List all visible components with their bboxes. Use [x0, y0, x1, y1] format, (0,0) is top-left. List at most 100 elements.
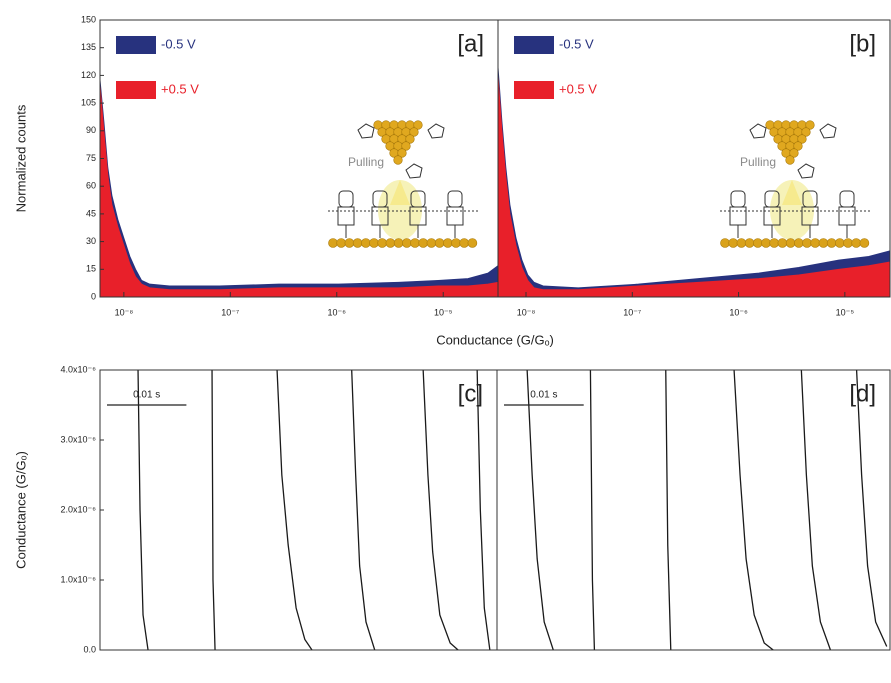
inset-atom	[426, 238, 437, 248]
y-tick-label: 15	[86, 264, 96, 274]
plot	[498, 66, 890, 297]
inset-atom	[451, 238, 461, 248]
plot	[100, 79, 498, 297]
scale-bar-label: 0.01 s	[133, 390, 160, 401]
inset-atom	[434, 238, 445, 248]
inset-arrow	[390, 180, 410, 205]
x-tick-label: 10⁻⁶	[729, 307, 748, 317]
inset-atom	[793, 141, 803, 151]
inset-atom	[405, 134, 415, 144]
inset-molecule	[337, 206, 355, 226]
plot-frame	[496, 369, 891, 651]
panel-label: [a]	[457, 30, 484, 57]
inset-atom	[418, 238, 429, 248]
y-tick-label: 120	[81, 70, 96, 80]
inset-molecule	[372, 190, 388, 208]
y-tick-label: 150	[81, 14, 96, 24]
inset-ligand	[749, 123, 767, 139]
plot	[526, 370, 888, 650]
inset-atom	[859, 238, 870, 248]
legend-label: -0.5 V	[559, 36, 594, 51]
area	[100, 79, 498, 297]
trace	[526, 370, 888, 650]
y-tick-label: 105	[81, 97, 96, 107]
inset-atom	[467, 238, 478, 248]
y-tick-label: 0.0	[83, 644, 96, 654]
legend-swatch	[514, 36, 554, 54]
panel-label: [d]	[849, 380, 876, 407]
inset-atom	[777, 238, 788, 248]
y-tick-label: 4.0x10⁻⁶	[61, 364, 97, 374]
inset-atom	[442, 238, 453, 248]
inset-atom	[834, 238, 845, 248]
plot-frame	[99, 19, 499, 298]
area	[498, 75, 890, 297]
y-tick-label: 0	[91, 291, 96, 301]
inset-atom	[797, 134, 807, 144]
inset-atom	[459, 238, 470, 248]
inset-atom	[410, 238, 420, 248]
inset-atom	[818, 238, 829, 248]
inset-atom	[728, 238, 739, 248]
panel-label: [b]	[849, 30, 876, 57]
inset-atom	[377, 238, 388, 248]
inset-ligand	[405, 163, 423, 179]
inset-atom	[344, 238, 355, 248]
area	[498, 66, 890, 297]
inset-atom	[409, 127, 419, 137]
inset-molecule	[446, 206, 464, 226]
inset-atom	[393, 238, 404, 248]
inset-atom	[397, 148, 407, 158]
legend-swatch	[116, 81, 156, 99]
y-tick-label: 2.0x10⁻⁶	[61, 504, 97, 514]
inset-atom	[336, 238, 347, 248]
inset-ligand	[427, 123, 445, 139]
inset-atom	[769, 238, 780, 248]
inset-label: Pulling	[348, 155, 384, 169]
inset-atom	[393, 155, 403, 165]
y-tick-label: 45	[86, 208, 96, 218]
x-tick-label: 10⁻⁷	[623, 307, 641, 317]
y-axis-label: Normalized counts	[13, 104, 28, 212]
y-axis-label: Conductance (G/Gₒ)	[13, 451, 28, 569]
y-tick-label: 60	[86, 181, 96, 191]
inset-molecule	[730, 190, 746, 208]
legend-label: +0.5 V	[559, 81, 597, 96]
inset-atom	[352, 238, 363, 248]
inset-atom	[752, 238, 763, 248]
y-tick-label: 90	[86, 125, 96, 135]
y-tick-label: 30	[86, 236, 96, 246]
legend-swatch	[514, 81, 554, 99]
inset-atom	[826, 238, 837, 248]
y-tick-label: 1.0x10⁻⁶	[61, 574, 97, 584]
inset-molecule	[447, 190, 463, 208]
inset-atom	[401, 141, 411, 151]
inset-molecule	[338, 190, 354, 208]
legend-swatch	[116, 36, 156, 54]
inset-molecule	[410, 190, 426, 208]
x-tick-label: 10⁻⁶	[328, 307, 347, 317]
inset-label: Pulling	[740, 155, 776, 169]
inset-ligand	[819, 123, 837, 139]
inset-atom	[401, 238, 412, 248]
inset-ligand	[797, 163, 815, 179]
inset-atom	[785, 155, 795, 165]
inset-atom	[793, 238, 804, 248]
inset-atom	[369, 238, 379, 248]
inset-atom	[761, 238, 771, 248]
x-tick-label: 10⁻⁸	[115, 307, 134, 317]
inset-atom	[720, 238, 730, 248]
inset-atom	[801, 127, 811, 137]
x-tick-label: 10⁻⁷	[221, 307, 239, 317]
plot	[137, 370, 491, 650]
plot-frame	[99, 369, 498, 651]
inset-molecule	[764, 190, 780, 208]
inset-atom	[851, 238, 862, 248]
inset-atom	[785, 238, 796, 248]
inset-arrow	[782, 180, 802, 205]
inset-atom	[789, 148, 799, 158]
legend-label: -0.5 V	[161, 36, 196, 51]
x-axis-label: Conductance (G/Gₒ)	[436, 332, 554, 347]
inset-atom	[744, 238, 755, 248]
inset-atom	[802, 238, 812, 248]
